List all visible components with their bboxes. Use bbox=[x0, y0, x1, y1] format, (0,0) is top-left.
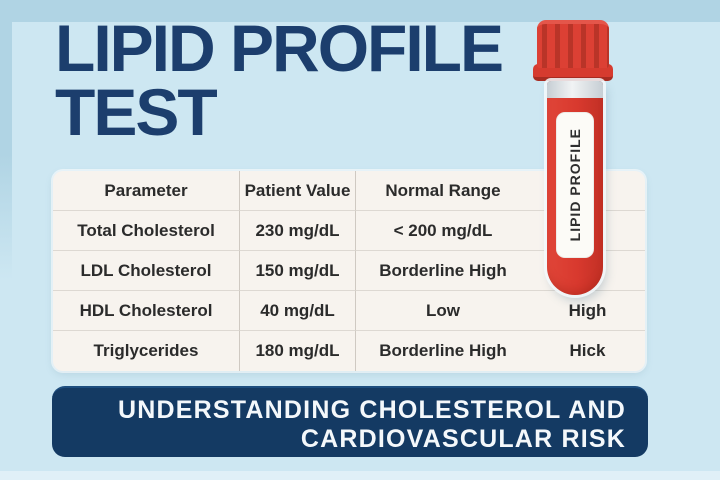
page-title-line2: TEST bbox=[55, 75, 218, 149]
left-border-band bbox=[0, 0, 12, 280]
table-cell: LDL Cholesterol bbox=[53, 251, 240, 291]
column-header-parameter: Parameter bbox=[53, 171, 240, 211]
top-border-band bbox=[0, 0, 720, 22]
footer-banner: UNDERSTANDING CHOLESTEROL AND CARDIOVASC… bbox=[52, 386, 648, 457]
column-header-normal-range: Normal Range bbox=[356, 171, 530, 211]
table-cell: 230 mg/dL bbox=[240, 211, 356, 251]
lipid-results-table: Parameter Patient Value Normal Range Tot… bbox=[53, 171, 645, 371]
footer-banner-line2: CARDIOVASCULAR RISK bbox=[300, 425, 626, 453]
table-cell: < 200 mg/dL bbox=[356, 211, 530, 251]
test-tube-cap bbox=[537, 20, 609, 68]
bottom-border-band bbox=[0, 471, 720, 480]
footer-banner-line1: UNDERSTANDING CHOLESTEROL AND bbox=[118, 396, 626, 424]
test-tube-label-text: LIPID PROFILE bbox=[567, 128, 583, 242]
table-cell: Hick bbox=[569, 341, 606, 360]
table-cell: Triglycerides bbox=[53, 331, 240, 371]
table-cell: HDL Cholesterol bbox=[53, 291, 240, 331]
table-cell: 180 mg/dL bbox=[240, 331, 356, 371]
test-tube-cap-lip bbox=[533, 64, 613, 81]
table-cell: Borderline High bbox=[379, 341, 507, 360]
table-cell: 150 mg/dL bbox=[240, 251, 356, 291]
table-cell: 40 mg/dL bbox=[240, 291, 356, 331]
page-title-line1: LIPID PROFILE bbox=[55, 11, 504, 85]
test-tube-neck bbox=[547, 81, 603, 98]
table-cell: Total Cholesterol bbox=[53, 211, 240, 251]
table-cell: Low bbox=[356, 291, 530, 331]
table-cell: High bbox=[530, 291, 645, 331]
table-cell: Borderline High bbox=[356, 251, 530, 291]
test-tube-label: LIPID PROFILE bbox=[556, 112, 594, 258]
page-title: LIPID PROFILE TEST bbox=[55, 11, 504, 149]
column-header-patient-value: Patient Value bbox=[240, 171, 356, 211]
